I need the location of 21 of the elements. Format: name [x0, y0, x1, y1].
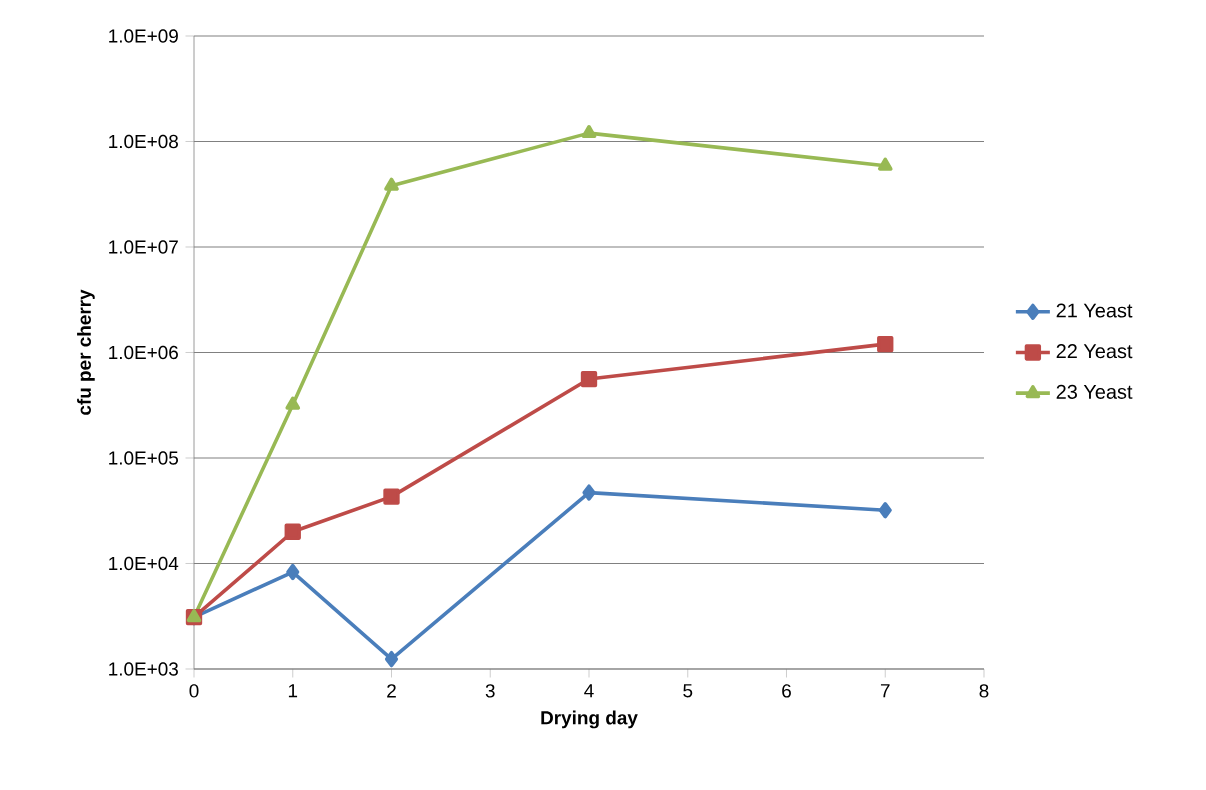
x-tick-label: 0 [189, 684, 199, 698]
x-tick-label: 8 [979, 684, 989, 698]
x-axis-title: Drying day [541, 710, 638, 729]
y-tick-label: 1.0E+05 [109, 451, 179, 465]
y-tick-label: 1.0E+04 [109, 556, 179, 571]
x-tick-label: 3 [485, 684, 495, 698]
y-tick-label: 1.0E+03 [109, 662, 178, 676]
x-tick-label: 1 [288, 684, 298, 698]
legend-label: 23 Yeast [1056, 384, 1133, 399]
x-tick-label: 4 [584, 684, 594, 698]
legend-label: 21 Yeast [1056, 303, 1133, 318]
x-tick-label: 7 [880, 684, 890, 698]
y-tick-label: 1.0E+09 [109, 29, 178, 43]
y-axis-title: cfu per cherry [77, 289, 95, 415]
x-tick-label: 5 [683, 684, 693, 698]
y-tick-label: 1.0E+07 [109, 240, 178, 254]
y-tick-label: 1.0E+06 [109, 345, 178, 360]
legend-label: 22 Yeast [1056, 344, 1133, 359]
x-tick-label: 6 [782, 684, 791, 698]
x-tick-label: 2 [387, 684, 396, 698]
y-tick-label: 1.0E+08 [109, 134, 178, 149]
